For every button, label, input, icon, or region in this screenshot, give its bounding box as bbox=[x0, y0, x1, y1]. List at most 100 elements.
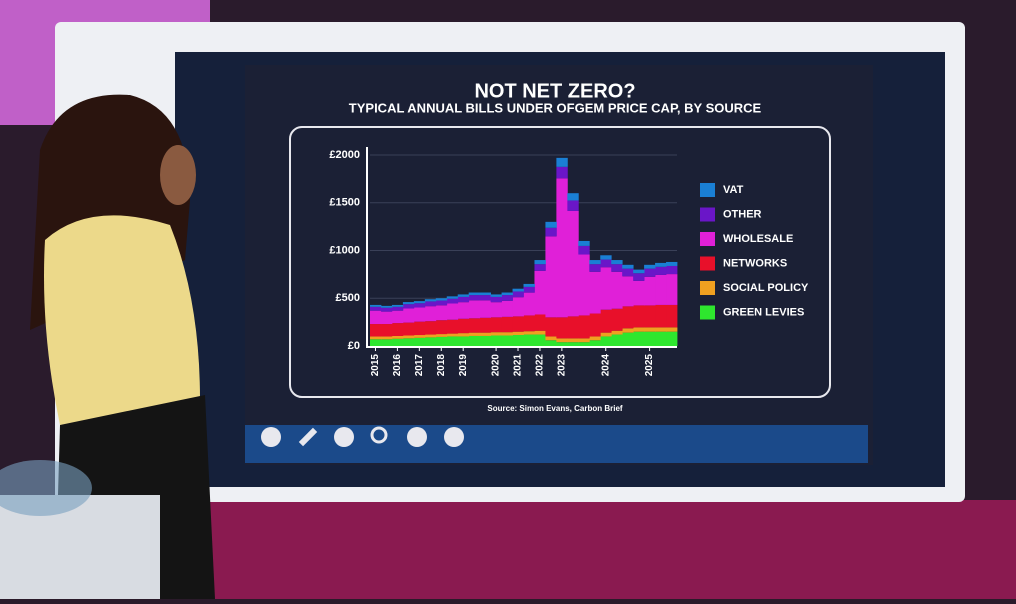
legend-swatch bbox=[700, 183, 715, 197]
area-step bbox=[589, 260, 601, 265]
area-step bbox=[457, 302, 470, 319]
area-step bbox=[468, 295, 481, 301]
area-step bbox=[501, 295, 513, 301]
area-step bbox=[402, 304, 415, 309]
area-step bbox=[391, 338, 404, 346]
area-step bbox=[655, 262, 667, 267]
area-step bbox=[534, 334, 546, 346]
area-step bbox=[523, 283, 535, 287]
area-step bbox=[545, 317, 557, 337]
area-step bbox=[578, 254, 590, 316]
area-step bbox=[633, 305, 645, 328]
area-step bbox=[413, 303, 426, 308]
area-step bbox=[633, 331, 645, 346]
area-step bbox=[402, 322, 415, 336]
glass-table bbox=[0, 460, 92, 516]
area-step bbox=[567, 200, 579, 211]
area-step bbox=[391, 323, 404, 336]
x-tick-label: 2022 bbox=[535, 354, 546, 377]
area-step bbox=[479, 317, 492, 333]
area-step bbox=[479, 335, 492, 346]
area-step bbox=[468, 335, 481, 346]
area-step bbox=[534, 270, 546, 315]
area-step bbox=[589, 271, 601, 314]
legend-swatch bbox=[700, 256, 715, 271]
area-step bbox=[600, 336, 612, 346]
area-step bbox=[644, 276, 656, 306]
legend-label: SOCIAL POLICY bbox=[723, 282, 809, 294]
plot-frame bbox=[289, 126, 831, 398]
x-tick-label: 2021 bbox=[513, 354, 524, 377]
x-tick-label: 2020 bbox=[491, 354, 502, 377]
area-step bbox=[622, 264, 634, 269]
area-step bbox=[457, 294, 470, 297]
area-step bbox=[479, 332, 492, 336]
area-step bbox=[370, 336, 382, 340]
area-step bbox=[589, 340, 601, 346]
y-tick-label: £2000 bbox=[329, 149, 360, 161]
area-step bbox=[622, 276, 634, 307]
area-step bbox=[391, 310, 404, 324]
back-icon[interactable] bbox=[407, 427, 427, 447]
area-step bbox=[446, 303, 459, 320]
area-step bbox=[370, 304, 382, 307]
legend-swatch bbox=[700, 305, 715, 320]
area-step bbox=[611, 334, 623, 346]
area-step bbox=[523, 315, 535, 332]
area-step bbox=[644, 264, 656, 269]
area-step bbox=[545, 236, 557, 318]
area-step bbox=[413, 301, 426, 304]
area-step bbox=[578, 315, 590, 339]
zoom-icon[interactable] bbox=[370, 426, 388, 444]
area-step bbox=[424, 301, 437, 307]
area-step bbox=[512, 335, 524, 346]
area-step bbox=[490, 296, 502, 303]
area-step bbox=[655, 266, 667, 275]
area-step bbox=[370, 339, 382, 346]
forward-icon[interactable] bbox=[444, 427, 464, 447]
area-step bbox=[622, 328, 634, 333]
chart-subtitle: TYPICAL ANNUAL BILLS UNDER OFGEM PRICE C… bbox=[349, 100, 762, 115]
area-step bbox=[435, 320, 448, 335]
area-step bbox=[402, 308, 415, 323]
area-step bbox=[457, 296, 470, 303]
area-step bbox=[391, 335, 404, 339]
area-step bbox=[380, 339, 393, 346]
pen-icon[interactable] bbox=[298, 427, 318, 447]
area-step bbox=[380, 305, 393, 308]
area-step bbox=[622, 332, 634, 346]
area-step bbox=[446, 319, 459, 334]
area-step bbox=[567, 342, 579, 346]
area-step bbox=[490, 332, 502, 336]
area-step bbox=[534, 314, 546, 331]
area-step bbox=[600, 255, 612, 260]
area-step bbox=[666, 261, 678, 266]
area-step bbox=[622, 268, 634, 277]
studio-floor-panel bbox=[200, 500, 1016, 599]
area-step bbox=[567, 210, 579, 317]
area-step bbox=[534, 264, 546, 271]
area-step bbox=[556, 178, 568, 318]
area-step bbox=[556, 166, 568, 179]
area-step bbox=[655, 274, 667, 305]
area-step bbox=[567, 338, 579, 343]
legend-swatch bbox=[700, 232, 715, 246]
x-tick-label: 2024 bbox=[600, 354, 611, 377]
area-step bbox=[644, 331, 656, 346]
close-icon[interactable] bbox=[261, 427, 281, 447]
x-tick-label: 2019 bbox=[458, 354, 469, 377]
x-tick-label: 2018 bbox=[436, 354, 447, 377]
area-step bbox=[600, 267, 612, 310]
area-step bbox=[545, 336, 557, 341]
area-step bbox=[424, 337, 437, 346]
legend-label: WHOLESALE bbox=[723, 233, 793, 245]
area-step bbox=[402, 338, 415, 346]
area-step bbox=[457, 318, 470, 334]
area-step bbox=[633, 280, 645, 306]
area-step bbox=[468, 318, 481, 333]
dot-icon[interactable] bbox=[334, 427, 354, 447]
area-step bbox=[501, 292, 513, 296]
legend-label: OTHER bbox=[723, 208, 762, 220]
area-step bbox=[479, 295, 492, 301]
area-step bbox=[512, 288, 524, 292]
